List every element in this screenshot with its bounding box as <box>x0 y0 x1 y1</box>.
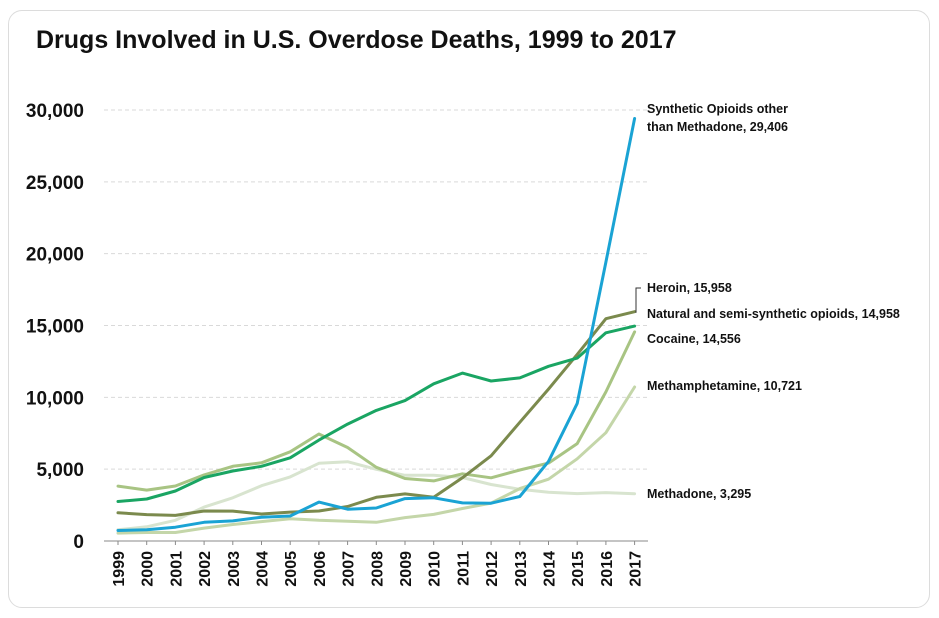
y-tick-label: 30,000 <box>26 101 84 122</box>
y-tick-label: 20,000 <box>26 245 84 266</box>
x-tick-label: 2005 <box>283 551 300 587</box>
x-tick-label: 2016 <box>599 551 616 587</box>
series-line-natural-and-semi-synthetic-opioids <box>116 324 637 503</box>
x-tick-label: 2014 <box>542 551 559 587</box>
series-line-methadone <box>116 460 637 532</box>
y-tick-label: 10,000 <box>26 388 84 409</box>
x-tick-label: 2008 <box>369 551 386 587</box>
x-tick-label: 2006 <box>312 551 329 587</box>
series-label: Methadone, 3,295 <box>647 487 751 501</box>
y-tick-label: 15,000 <box>26 317 84 338</box>
axes: 0 5,000 10,000 15,000 20,000 25,000 30,000 1999… <box>26 101 648 587</box>
x-tick-label: 2001 <box>168 551 185 587</box>
series-line-synthetic-opioids-other-than-methadone <box>116 117 637 532</box>
x-tick-label: 2002 <box>197 551 214 587</box>
x-tick-label: 2013 <box>513 551 530 587</box>
x-tick-label: 2007 <box>341 551 358 587</box>
series-label: Heroin, 15,958 <box>647 281 732 295</box>
y-tick-label: 25,000 <box>26 173 84 194</box>
x-tick-label: 2015 <box>570 551 587 587</box>
x-tick-label: 2017 <box>628 551 645 587</box>
series-label: Cocaine, 14,556 <box>647 332 741 346</box>
y-tick-label: 5,000 <box>36 460 84 481</box>
series-labels: Synthetic Opioids other than Methadone, 2… <box>635 102 900 501</box>
series-lines <box>116 117 637 535</box>
x-tick-label: 2011 <box>455 551 472 586</box>
x-tick-label: 2000 <box>140 551 157 587</box>
gridlines <box>104 109 648 470</box>
series-line-methamphetamine <box>116 385 637 535</box>
x-tick-label: 1999 <box>111 551 128 587</box>
x-tick-label: 2012 <box>484 551 501 587</box>
series-label: Methamphetamine, 10,721 <box>647 379 802 393</box>
series-label: Synthetic Opioids other <box>647 102 788 116</box>
y-tick-label: 0 <box>73 532 84 553</box>
x-tick-label: 2004 <box>255 551 272 587</box>
heroin-leader-line <box>635 287 641 313</box>
x-tick-label: 2009 <box>398 551 415 587</box>
series-label: Natural and semi-synthetic opioids, 14,9… <box>647 307 900 321</box>
series-label: than Methadone, 29,406 <box>647 120 788 134</box>
chart-title: Drugs Involved in U.S. Overdose Deaths, … <box>36 26 677 54</box>
x-tick-label: 2003 <box>226 551 243 587</box>
series-line-heroin <box>116 310 637 517</box>
x-tick-label: 2010 <box>427 551 444 587</box>
